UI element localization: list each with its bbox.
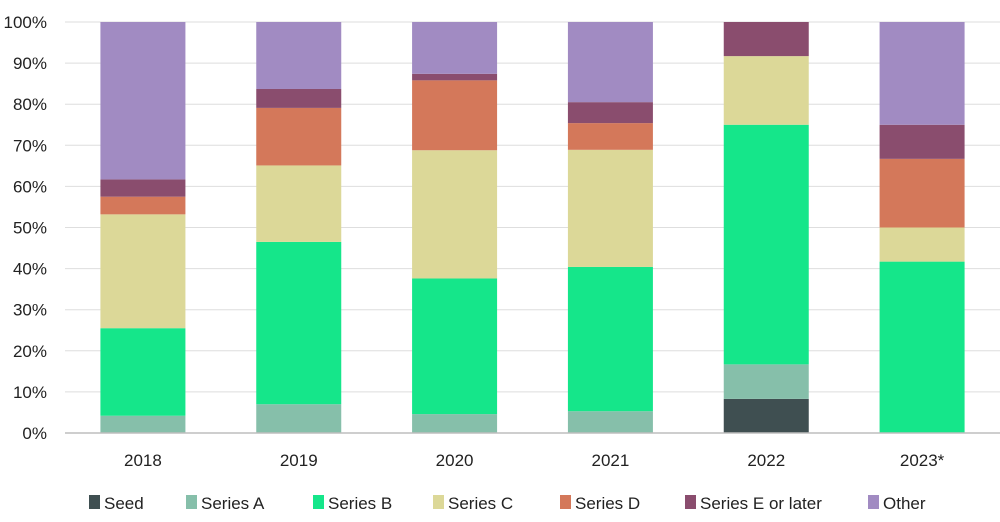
legend: Seed Series A Series B Series C Series D Seri… (89, 494, 926, 513)
bar-segment-series-a-2022 (723, 364, 809, 399)
x-tick-label: 2018 (124, 451, 162, 470)
legend-swatch (685, 495, 696, 509)
legend-swatch (186, 495, 197, 509)
legend-item-series-a: Series A (186, 494, 265, 513)
legend-swatch (433, 495, 444, 509)
y-tick-label: 60% (13, 177, 47, 196)
bar-segment-series-c-2018 (100, 214, 186, 329)
gridlines (65, 21, 1000, 393)
x-tick-label: 2021 (592, 451, 630, 470)
x-tick-label: 2022 (747, 451, 785, 470)
legend-swatch (560, 495, 571, 509)
legend-item-series-e-or-later: Series E or later (685, 494, 822, 513)
legend-label: Series A (201, 494, 265, 513)
bar-segment-series-c-2019 (256, 165, 342, 242)
bar-segment-series-b-2021 (567, 266, 653, 412)
bar-segment-series-c-2021 (567, 149, 653, 267)
bar-segment-series-a-2020 (412, 414, 498, 433)
y-tick-label: 50% (13, 219, 47, 238)
bar-segment-series-d-2018 (100, 196, 186, 215)
legend-item-series-d: Series D (560, 494, 640, 513)
legend-label: Series E or later (700, 494, 822, 513)
bar-segment-series-b-2018 (100, 328, 186, 416)
bars (100, 22, 965, 433)
y-tick-label: 90% (13, 54, 47, 73)
y-tick-label: 40% (13, 260, 47, 279)
bar-segment-series-b-2020 (412, 278, 498, 415)
legend-swatch (868, 495, 879, 509)
legend-label: Other (883, 494, 926, 513)
legend-label: Series D (575, 494, 640, 513)
x-axis: 2018 2019 2020 2021 2022 2023* (65, 432, 1000, 470)
legend-label: Seed (104, 494, 144, 513)
bar-segment-series-e-or-later-2018 (100, 179, 186, 197)
bar-segment-series-d-2021 (567, 123, 653, 150)
legend-swatch (89, 495, 100, 509)
bar-segment-series-c-2020 (412, 150, 498, 279)
x-tick-label: 2023* (900, 451, 945, 470)
bar-segment-series-d-2019 (256, 107, 342, 166)
y-axis: 0% 10% 20% 30% 40% 50% 60% 70% 80% 90% 100% (4, 13, 47, 443)
legend-item-series-b: Series B (313, 494, 392, 513)
bar-segment-series-d-2020 (412, 80, 498, 151)
bar-segment-series-c-2022 (723, 56, 809, 125)
legend-item-seed: Seed (89, 494, 144, 513)
x-tick-label: 2020 (436, 451, 474, 470)
bar-segment-series-a-2018 (100, 415, 186, 433)
bar-segment-series-e-or-later-2020 (412, 73, 498, 81)
y-tick-label: 20% (13, 342, 47, 361)
bar-segment-series-b-2023 (879, 261, 965, 433)
bar-segment-series-b-2019 (256, 241, 342, 405)
legend-swatch (313, 495, 324, 509)
bar-segment-series-d-2023 (879, 158, 965, 228)
legend-label: Series B (328, 494, 392, 513)
y-tick-label: 0% (22, 424, 47, 443)
x-tick-label: 2019 (280, 451, 318, 470)
y-tick-label: 70% (13, 136, 47, 155)
bar-segment-other-2023 (879, 22, 965, 125)
bar-segment-series-b-2022 (723, 124, 809, 365)
bar-segment-series-e-or-later-2021 (567, 102, 653, 124)
bar-segment-series-e-or-later-2023 (879, 124, 965, 159)
bar-segment-other-2020 (412, 22, 498, 74)
bar-segment-series-c-2023 (879, 227, 965, 262)
bar-segment-other-2019 (256, 22, 342, 89)
y-tick-label: 30% (13, 301, 47, 320)
legend-item-other: Other (868, 494, 926, 513)
bar-segment-seed-2022 (723, 398, 809, 433)
y-tick-label: 80% (13, 95, 47, 114)
bar-segment-series-e-or-later-2019 (256, 88, 342, 108)
y-tick-label: 10% (13, 383, 47, 402)
bar-segment-series-e-or-later-2022 (723, 22, 809, 57)
bar-segment-series-a-2021 (567, 411, 653, 433)
legend-item-series-c: Series C (433, 494, 513, 513)
bar-segment-other-2018 (100, 22, 186, 180)
bar-segment-series-a-2019 (256, 404, 342, 433)
bar-segment-other-2021 (567, 22, 653, 103)
legend-label: Series C (448, 494, 513, 513)
y-tick-label: 100% (4, 13, 47, 32)
